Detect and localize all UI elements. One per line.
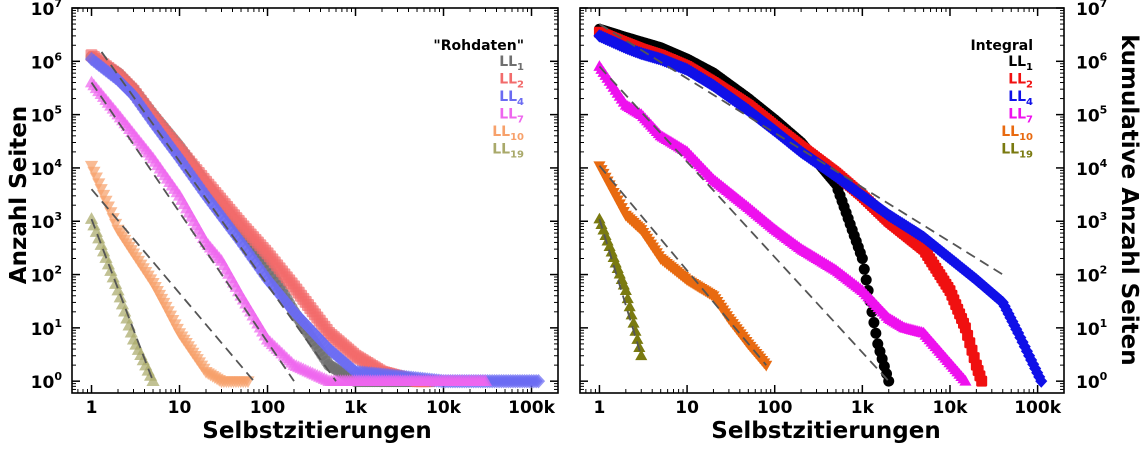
left-y-tick-label: 100 [31,370,63,393]
right-point-LL1 [860,274,872,286]
right-y-tick-label: 100 [1076,370,1108,393]
right-y-tick-label: 104 [1076,157,1108,180]
left-point-LL19 [84,212,99,224]
left-x-tick-label: 100k [508,398,555,418]
left-point-LL19 [146,374,160,386]
left-fit-line [90,218,154,382]
left-legend-entry-LL7: LL7 [499,107,524,126]
left-x-tick-label: 10k [426,398,462,418]
right-y-axis-label: kumulative Anzahl Seiten [1116,34,1142,365]
right-point-LL19 [623,300,636,312]
right-fit-line [598,165,767,366]
left-legend-entry-LL1: LL1 [499,54,524,73]
right-legend-entry-LL4: LL4 [1008,89,1033,108]
left-fit-line [90,82,295,382]
left-y-tick-label: 106 [31,50,63,73]
left-y-tick-label: 105 [31,104,62,127]
left-x-tick-label: 1k [344,398,368,418]
right-x-tick-label: 1k [851,398,875,418]
right-point-LL1 [868,317,880,329]
right-x-tick-label: 1 [594,398,606,418]
right-fit-line [598,65,890,382]
left-point-LL4 [531,373,546,389]
right-legend-entry-LL19: LL19 [1001,142,1033,161]
right-x-tick-label: 10k [932,398,968,418]
right-legend-title: Integral [970,38,1033,54]
right-y-tick-label: 105 [1076,104,1107,127]
left-fit-line [90,188,255,382]
left-legend-entry-LL4: LL4 [499,89,524,108]
right-point-LL19 [627,316,640,328]
right-series-LL4 [593,29,1048,388]
right-legend-entry-LL10: LL10 [1001,124,1033,143]
right-point-LL19 [629,324,642,336]
right-chart-panel: kumulative Anzahl Seiten Selbstzitierung… [579,0,1142,444]
left-x-tick-label: 100 [250,398,286,418]
right-point-LL1 [856,253,868,265]
right-y-tick-label: 106 [1076,50,1108,73]
right-point-LL4 [1035,374,1048,388]
right-series-LL19 [593,212,648,361]
right-series-LL7 [593,60,972,386]
left-legend-entry-LL10: LL10 [492,124,524,143]
right-x-tick-label: 100 [757,398,793,418]
left-legend-entry-LL19: LL19 [492,142,524,161]
right-plot-frame [579,7,1065,394]
right-point-LL2 [976,375,988,387]
left-point-LL19 [111,283,125,296]
left-chart-panel: Anzahl Seiten Selbstzitierungen "Rohdate… [6,0,559,444]
right-point-LL19 [635,349,648,361]
right-y-tick-label: 102 [1076,264,1107,287]
left-legend-title: "Rohdaten" [433,38,524,54]
right-point-LL19 [619,284,632,296]
left-plot-frame [71,7,559,394]
right-fit-line [598,218,643,357]
right-point-LL19 [631,333,644,344]
left-point-LL19 [115,297,130,310]
right-y-tick-label: 101 [1076,317,1107,340]
left-legend-entry-LL2: LL2 [499,72,524,91]
left-point-LL19 [124,325,138,338]
right-x-tick-label: 10 [675,398,699,418]
right-legend-entry-LL2: LL2 [1008,72,1033,91]
left-y-tick-label: 102 [31,264,62,287]
right-legend-entry-LL7: LL7 [1008,107,1033,126]
left-plot-area [84,49,546,389]
left-x-tick-label: 1 [86,398,98,418]
right-x-axis-label: Selbstzitierungen [711,418,940,444]
right-x-tick-label: 100k [1014,398,1061,418]
right-point-LL1 [858,263,870,275]
left-y-tick-label: 103 [31,210,62,233]
right-point-LL7 [959,374,972,386]
right-y-tick-label: 103 [1076,210,1107,233]
left-y-axis-label: Anzahl Seiten [6,106,32,284]
right-fit-line [598,23,1004,276]
left-y-tick-label: 101 [31,317,62,340]
left-series-LL4 [84,51,546,389]
right-legend-entry-LL1: LL1 [1008,54,1033,73]
left-series-LL10 [84,160,255,389]
right-plot-area [593,23,1048,388]
left-fit-line [100,51,337,382]
left-point-LL19 [120,311,134,324]
left-series-LL7 [84,75,493,386]
left-x-axis-label: Selbstzitierungen [202,418,431,444]
left-point-LL7 [478,374,493,386]
left-x-tick-label: 10 [168,398,192,418]
right-point-LL10 [760,360,773,372]
left-y-tick-label: 107 [31,0,62,20]
right-point-LL1 [870,327,882,339]
right-y-tick-label: 107 [1076,0,1107,20]
left-y-tick-label: 104 [31,157,63,180]
